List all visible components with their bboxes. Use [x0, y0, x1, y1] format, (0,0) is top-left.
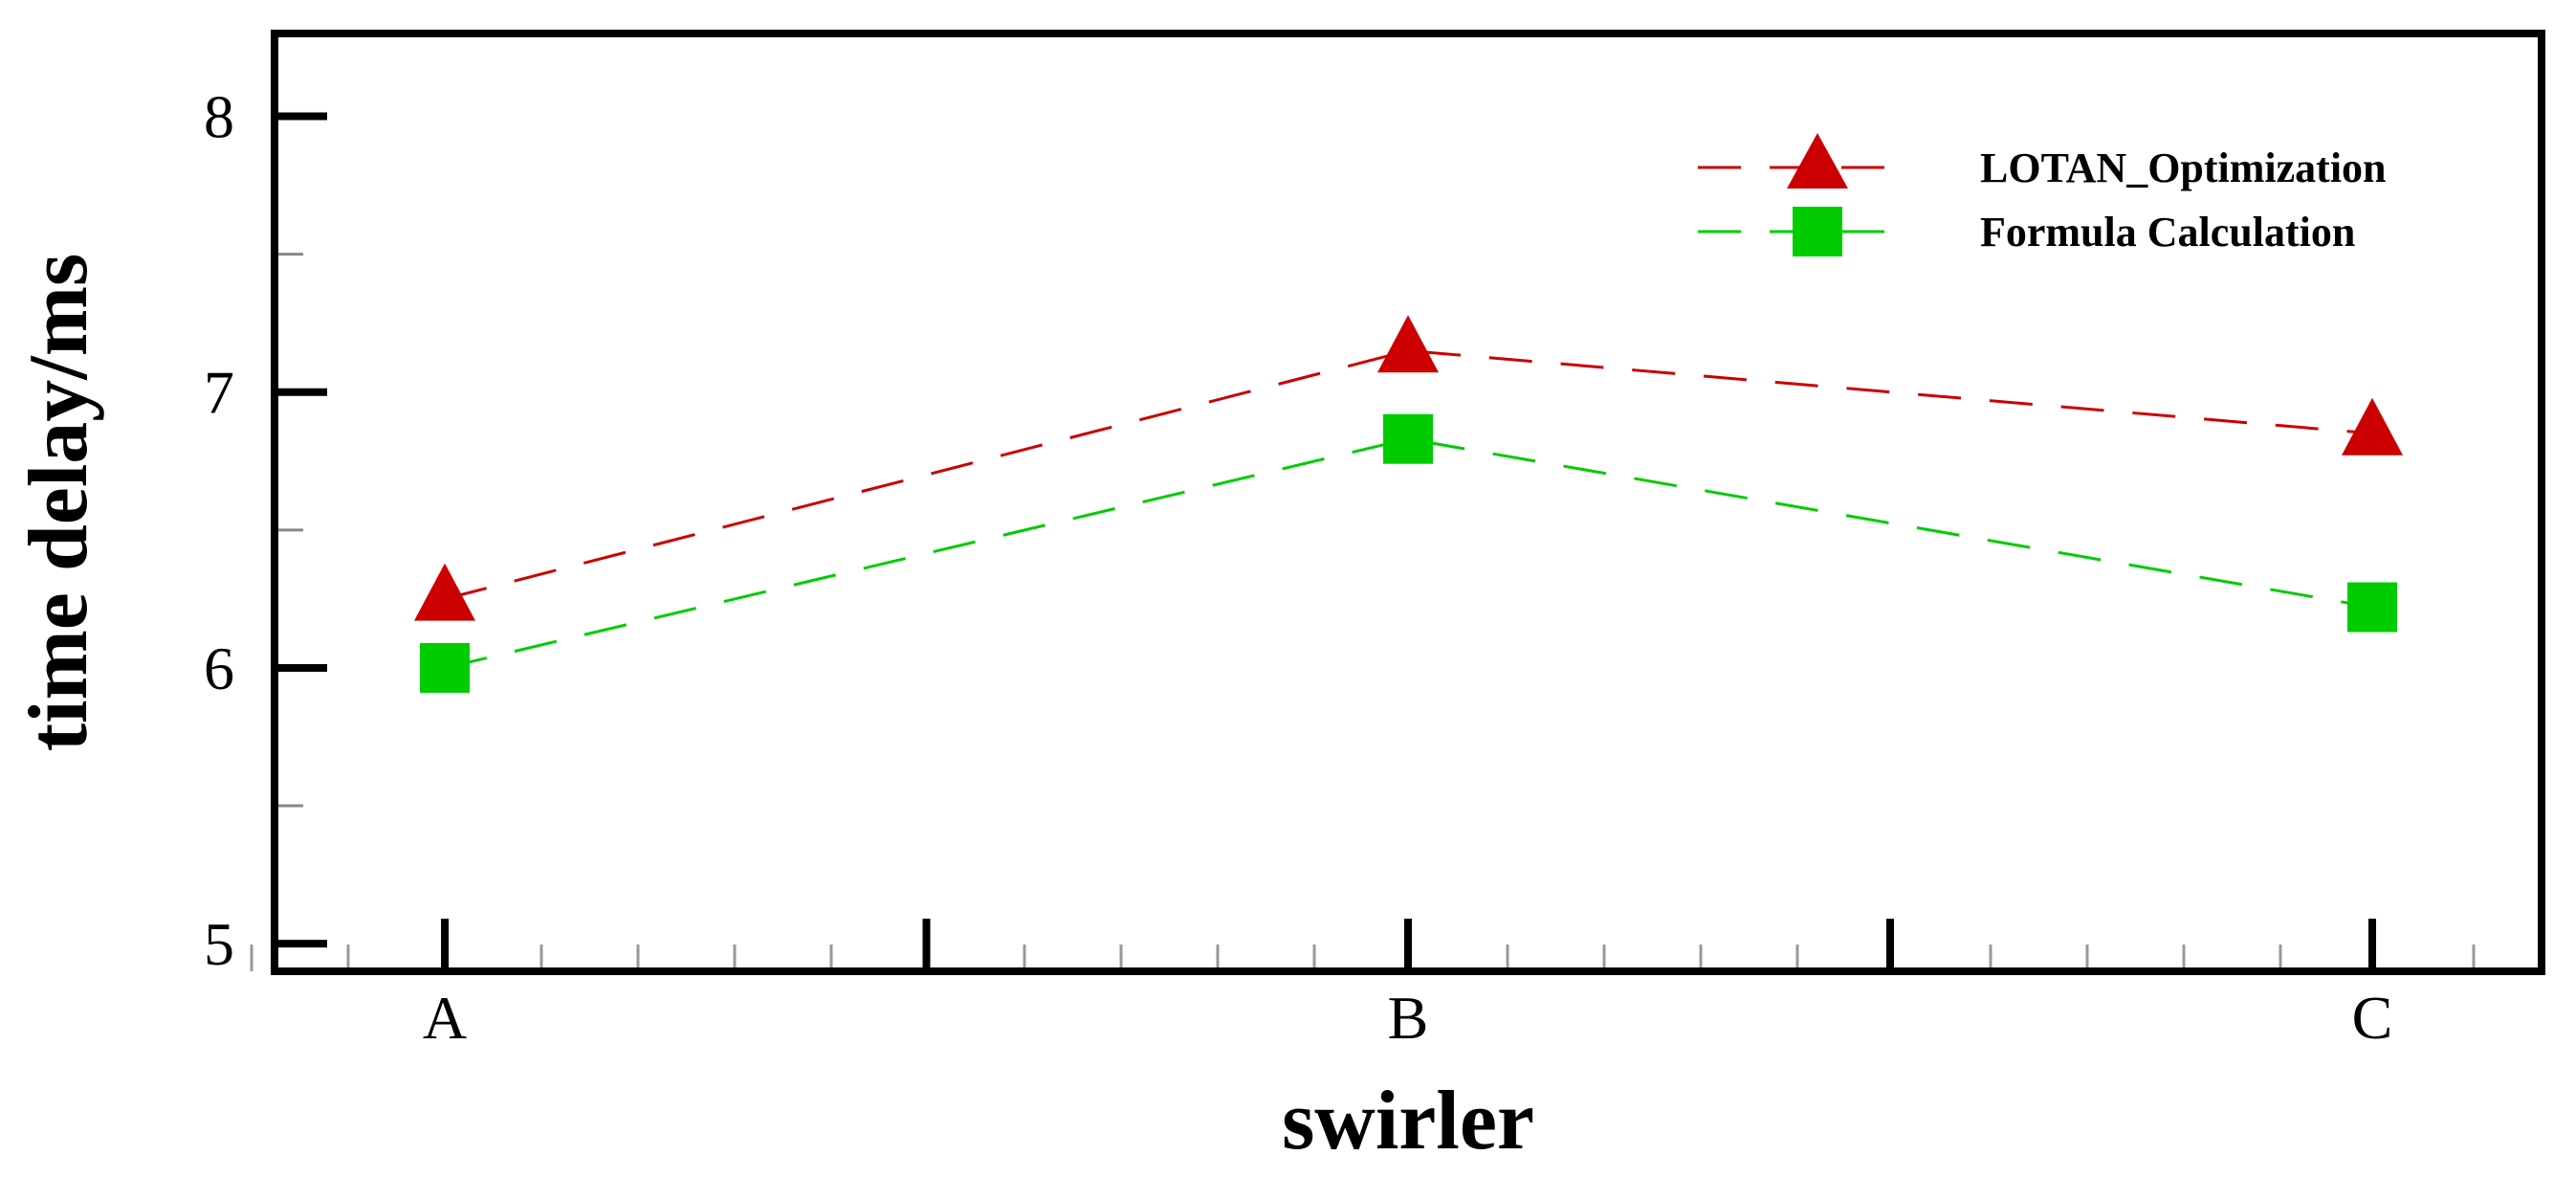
x-axis-title: swirler [1282, 1075, 1534, 1167]
legend-item-lotan: LOTAN_Optimization [1698, 133, 2387, 191]
y-tick-label: 7 [204, 359, 234, 427]
data-point-triangle [1377, 315, 1439, 373]
x-tick-labels: A B C [423, 984, 2392, 1052]
x-tick-label: B [1388, 984, 1429, 1052]
x-tick-label: C [2352, 984, 2393, 1052]
data-point-triangle [2342, 397, 2403, 456]
series-lines [444, 348, 2373, 670]
y-tick-labels: 5 6 7 8 [204, 82, 234, 978]
legend: LOTAN_Optimization Formula Calculation [1698, 133, 2387, 256]
data-point-square [420, 642, 470, 693]
legend-label-lotan: LOTAN_Optimization [1980, 144, 2387, 191]
y-axis-title: time delay/ms [12, 254, 105, 752]
plot-frame [271, 30, 2545, 975]
major-ticks [275, 112, 2376, 971]
series-line-formula [444, 437, 2373, 670]
data-point-square [2347, 582, 2397, 633]
series-line-lotan [444, 348, 2373, 601]
x-tick-label: A [423, 984, 467, 1052]
legend-item-formula: Formula Calculation [1698, 207, 2355, 256]
data-point-triangle [414, 563, 475, 621]
data-point-square [1383, 413, 1433, 464]
y-tick-label: 8 [204, 82, 234, 150]
legend-marker-triangle [1787, 133, 1848, 189]
minor-ticks [250, 253, 2476, 971]
y-tick-label: 6 [204, 634, 234, 702]
legend-marker-square [1793, 207, 1842, 256]
data-markers [414, 315, 2403, 693]
legend-label-formula: Formula Calculation [1980, 209, 2355, 256]
y-tick-label: 5 [204, 910, 234, 978]
